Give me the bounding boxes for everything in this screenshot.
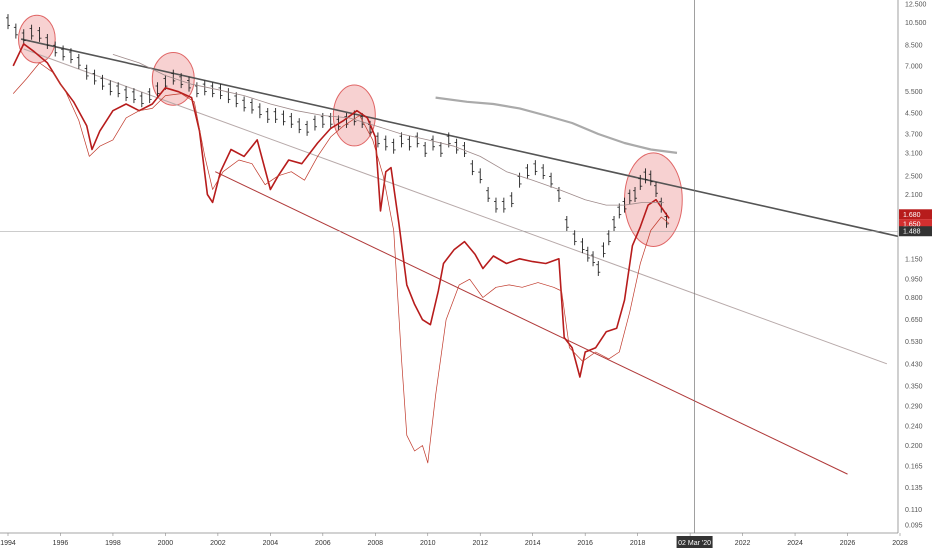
y-tick-label: 0.200	[905, 443, 923, 450]
y-tick-label: 0.530	[905, 339, 923, 346]
y-tick-label: 2.100	[905, 192, 923, 199]
y-tick-label: 0.135	[905, 485, 923, 492]
x-tick-label: 2022	[735, 540, 751, 547]
price-tag	[899, 209, 932, 220]
x-tick-label: 2014	[525, 540, 541, 547]
x-tick-label: 2018	[630, 540, 646, 547]
price-tag-label: 1.650	[903, 222, 921, 229]
cursor-date-tag	[676, 536, 713, 548]
y-tick-label: 8.500	[905, 43, 923, 50]
x-tick-label: 2028	[892, 540, 908, 547]
x-tick-label: 2008	[368, 540, 384, 547]
x-tick-label: 2012	[472, 540, 488, 547]
x-axis-ticks[interactable]: 1994 1996 1998 2000 2002 2004 2006 2008 2010 2012…	[0, 533, 908, 547]
price-bars	[6, 14, 669, 276]
highlight-circle-4	[624, 152, 683, 247]
y-tick-label: 0.650	[905, 317, 923, 324]
y-tick-label: 3.100	[905, 150, 923, 157]
y-tick-label: 7.000	[905, 63, 923, 70]
series-line-3	[12, 62, 670, 464]
x-tick-label: 1994	[0, 540, 16, 547]
series-line-5	[435, 96, 678, 154]
y-tick-label: 0.165	[905, 464, 923, 471]
y-tick-label: 0.350	[905, 383, 923, 390]
y-tick-label: 0.800	[905, 295, 923, 302]
trendline-3	[215, 171, 848, 475]
trendlines	[20, 38, 898, 475]
y-tick-label: 1.150	[905, 256, 923, 263]
series-line-4	[112, 54, 664, 206]
y-tick-label: 4.500	[905, 111, 923, 118]
y-axis-ticks[interactable]: 12.500 10.500 8.500 7.000 5.500 4.500 3.700 3.1…	[905, 2, 927, 530]
x-tick-label: 2016	[577, 540, 593, 547]
y-tick-label: 12.500	[905, 2, 927, 9]
y-tick-label: 0.110	[905, 507, 922, 514]
trendline-2	[23, 48, 888, 365]
x-tick-label: 2026	[840, 540, 856, 547]
y-tick-label: 10.500	[905, 20, 927, 27]
series-lines	[12, 43, 678, 464]
price-tag	[899, 226, 932, 237]
price-tag-label: 1.680	[903, 212, 921, 219]
x-tick-label: 2010	[420, 540, 436, 547]
x-tick-label: 2004	[263, 540, 279, 547]
x-tick-label: 1996	[53, 540, 69, 547]
y-tick-label: 0.095	[905, 523, 923, 530]
highlight-circle-1	[17, 14, 56, 64]
y-tick-label: 0.430	[905, 361, 923, 368]
y-tick-label: 5.500	[905, 89, 923, 96]
y-tick-label: 3.700	[905, 131, 923, 138]
trendline-1	[20, 38, 898, 238]
y-tick-label: 2.500	[905, 173, 923, 180]
x-tick-label: 1998	[105, 540, 121, 547]
y-tick-label: 0.240	[905, 424, 923, 431]
cursor-date-label: 02 Mar '20	[678, 540, 711, 547]
y-tick-label: 0.290	[905, 403, 923, 410]
price-tag-label: 1.488	[903, 229, 921, 236]
x-tick-label: 2024	[787, 540, 803, 547]
y-tick-label: 0.950	[905, 277, 923, 284]
x-tick-label: 2000	[158, 540, 174, 547]
price-tag	[899, 219, 932, 230]
x-tick-label: 2002	[210, 540, 226, 547]
x-tick-label: 2006	[315, 540, 331, 547]
axes	[0, 0, 899, 534]
